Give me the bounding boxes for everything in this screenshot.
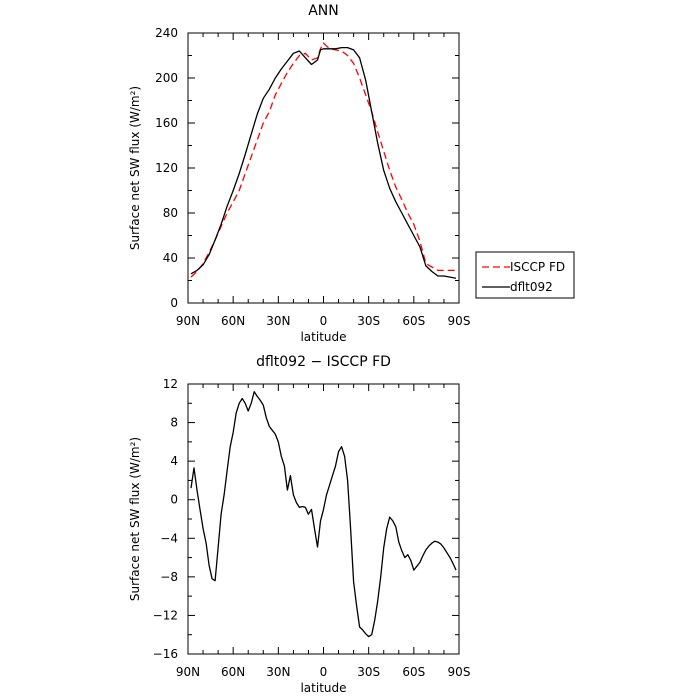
y-tick-label: 240 (155, 26, 178, 40)
x-tick-label: 60S (402, 314, 425, 328)
y-tick-label: 12 (163, 377, 178, 391)
x-tick-label: 90N (176, 314, 200, 328)
y-tick-label: 4 (170, 454, 178, 468)
x-axis-label: latitude (300, 681, 346, 695)
y-axis-label: Surface net SW flux (W/m²) (128, 86, 142, 250)
x-tick-label: 60N (221, 314, 245, 328)
x-tick-label: 90S (448, 665, 471, 679)
panel-2: dflt092 − ISCCP FD 90N 60N 30N 0 30S 60S 90S −16… (128, 354, 470, 695)
y-tick-label: 40 (163, 251, 178, 265)
plot-frame (187, 383, 460, 655)
legend-box (475, 251, 575, 299)
y-tick-label: −8 (160, 570, 178, 584)
y-tick-label: 120 (155, 161, 178, 175)
x-axis-label: latitude (300, 330, 346, 344)
y-tick-label: −16 (153, 647, 178, 661)
x-tick-label: 0 (320, 665, 328, 679)
legend-label-dflt092: dflt092 (510, 280, 553, 294)
plot-frame (187, 32, 460, 304)
series-line-dflt092 (190, 46, 457, 279)
y-tick-label: 0 (170, 493, 178, 507)
x-tick-label: 60S (402, 665, 425, 679)
y-tick-label: 0 (170, 296, 178, 310)
y-tick-label: −12 (153, 608, 178, 622)
legend: ISCCP FD dflt092 (475, 251, 575, 299)
series-line-isccp-fd (190, 42, 456, 278)
x-tick-label: 30N (266, 314, 290, 328)
y-tick-label: 160 (155, 116, 178, 130)
x-tick-label: 0 (320, 314, 328, 328)
x-tick-label: 30S (357, 314, 380, 328)
legend-label-isccp-fd: ISCCP FD (510, 260, 565, 274)
y-tick-label: 8 (170, 416, 178, 430)
y-tick-label: 200 (155, 71, 178, 85)
chart-title: ANN (308, 3, 339, 19)
x-tick-label: 90S (448, 314, 471, 328)
series-line-1 (190, 391, 457, 638)
y-axis-label: Surface net SW flux (W/m²) (128, 437, 142, 601)
x-tick-label: 30S (357, 665, 380, 679)
panel-1: ANN 90N 60N 30N 0 30S 60S 90S 0 40 80 120 160 200 240 l… (128, 3, 575, 344)
x-tick-label: 90N (176, 665, 200, 679)
chart-title: dflt092 − ISCCP FD (256, 354, 391, 370)
x-tick-label: 30N (266, 665, 290, 679)
x-tick-label: 60N (221, 665, 245, 679)
y-tick-label: 80 (163, 206, 178, 220)
y-tick-label: −4 (160, 531, 178, 545)
